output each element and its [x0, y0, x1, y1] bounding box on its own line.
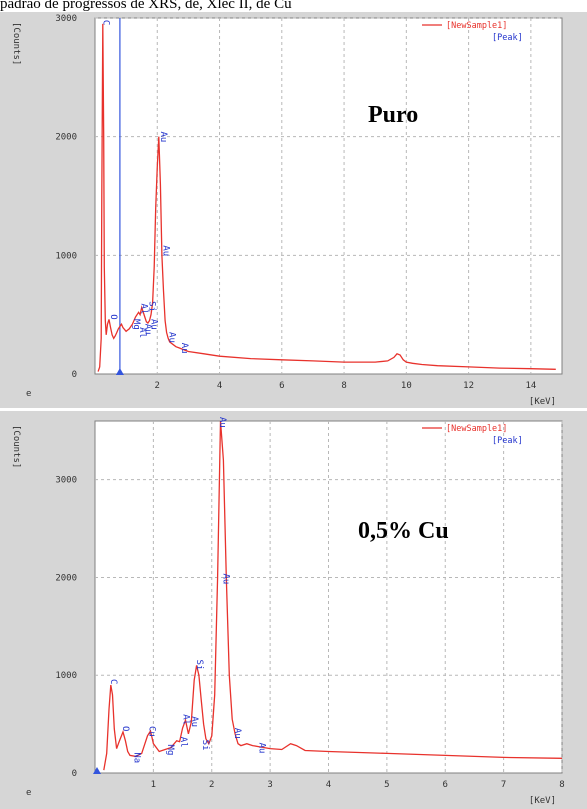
spectrum-series-line — [103, 420, 563, 771]
x-tick-label: 3 — [267, 780, 272, 790]
sample-title: 0,5% Cu — [358, 518, 449, 544]
peak-label: Au — [167, 332, 177, 343]
peak-label: Al — [137, 327, 147, 338]
y-tick-label: 2000 — [55, 573, 77, 583]
peak-label: Au — [149, 319, 159, 330]
y-tick-label: 1000 — [55, 251, 77, 261]
peak-label: Mg — [165, 745, 175, 756]
spectrum-chart-copper: 1 2 3 4 5 6 7 8 0 1000 2000 3000 [Counts] [KeV] C O Na Cu… — [11, 417, 565, 806]
x-tick-label: 7 — [501, 780, 506, 790]
origin-glyph: e — [26, 389, 31, 399]
peak-label: Au — [220, 573, 230, 584]
peak-label: Al — [178, 737, 188, 748]
legend-entry: [Peak] — [492, 33, 523, 43]
y-tick-label: 3000 — [55, 14, 77, 24]
peak-label: Au — [257, 743, 267, 754]
peak-label: Si — [194, 659, 204, 670]
x-tick-label: 2 — [155, 381, 160, 391]
x-tick-label: 6 — [443, 780, 448, 790]
peak-marker-arrow — [115, 368, 124, 375]
y-tick-label: 0 — [72, 769, 77, 779]
peak-label: Si — [146, 301, 156, 312]
spectrum-panel-pure: 2 4 6 8 10 12 14 0 1000 2000 3000 [Counts] [KeV] C O Mg… — [0, 12, 587, 408]
x-tick-label: 4 — [326, 780, 331, 790]
peak-label: Au — [217, 417, 227, 428]
legend-entry: [NewSample1] — [446, 424, 507, 434]
x-tick-label: 2 — [209, 780, 214, 790]
spectrum-panel-copper: 1 2 3 4 5 6 7 8 0 1000 2000 3000 [Counts] [KeV] C O Na Cu… — [0, 411, 587, 809]
y-tick-label: 3000 — [55, 476, 77, 486]
x-axis-label: [KeV] — [529, 397, 556, 407]
plot-area — [94, 17, 563, 375]
peak-label: Al — [181, 714, 191, 725]
peak-label: C — [108, 679, 118, 684]
x-tick-label: 4 — [217, 381, 222, 391]
legend-entry: [Peak] — [492, 436, 523, 446]
peak-label: O — [108, 314, 118, 319]
x-axis-label: [KeV] — [529, 796, 556, 806]
x-tick-label: 5 — [384, 780, 389, 790]
y-tick-label: 1000 — [55, 671, 77, 681]
peak-label: Si — [200, 740, 210, 751]
x-tick-label: 8 — [559, 780, 564, 790]
cursor-marker-arrow — [93, 767, 101, 774]
peak-label: Au — [189, 716, 199, 727]
peak-label: Au — [160, 245, 170, 256]
legend-entry: [NewSample1] — [446, 21, 507, 31]
peak-label: Au — [179, 343, 189, 354]
x-tick-label: 14 — [525, 381, 536, 391]
spectrum-chart-pure: 2 4 6 8 10 12 14 0 1000 2000 3000 [Counts] [KeV] C O Mg… — [11, 14, 563, 407]
peak-label: Cu — [146, 726, 156, 737]
peak-label: Au — [158, 131, 168, 142]
origin-glyph: e — [26, 788, 31, 798]
sample-title: Puro — [368, 102, 418, 128]
x-tick-label: 1 — [151, 780, 156, 790]
x-tick-label: 6 — [279, 381, 284, 391]
peak-label: Na — [132, 752, 142, 763]
peak-label: Au — [142, 324, 152, 335]
y-tick-label: 0 — [72, 370, 77, 380]
y-axis-label: [Counts] — [11, 425, 21, 468]
y-tick-label: 2000 — [55, 133, 77, 143]
x-tick-label: 12 — [463, 381, 474, 391]
x-tick-label: 8 — [341, 381, 346, 391]
spectrum-series-line — [97, 23, 556, 372]
x-tick-label: 10 — [401, 381, 412, 391]
peak-label: Al — [139, 304, 149, 315]
peak-label: O — [120, 726, 130, 731]
peak-label: Mg — [131, 319, 141, 330]
peak-label: Au — [232, 728, 242, 739]
y-axis-label: [Counts] — [11, 22, 21, 65]
peak-label: C — [101, 20, 111, 25]
figure-caption: padrão de progressos de XRS, de, Xlec II… — [0, 0, 292, 12]
